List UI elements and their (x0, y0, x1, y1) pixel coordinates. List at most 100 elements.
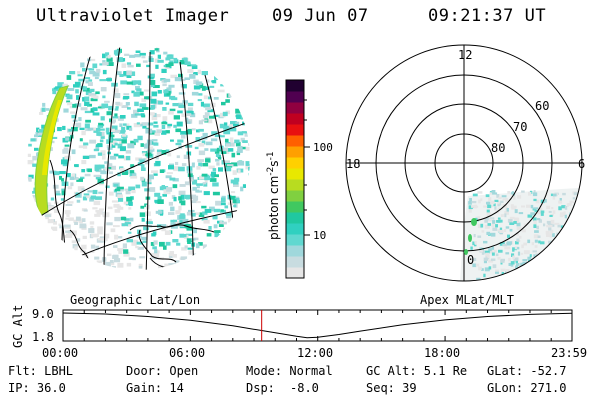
emission-pixel (132, 239, 139, 243)
emission-pixel (227, 164, 234, 167)
apex-panel-label: Apex MLat/MLT (420, 293, 514, 307)
emission-pixel (184, 245, 188, 249)
emission-pixel (242, 184, 246, 188)
emission-pixel (199, 83, 204, 89)
colorbar-swatch (286, 113, 304, 125)
emission-pixel (114, 142, 118, 146)
polar-emission-pixel (517, 251, 521, 256)
polar-emission-pixel (501, 272, 505, 276)
emission-pixel (117, 206, 124, 210)
emission-pixel (216, 162, 220, 166)
emission-pixel (70, 111, 76, 114)
polar-emission-pixel (552, 193, 557, 197)
emission-pixel (106, 62, 114, 66)
polar-emission-pixel (527, 250, 530, 254)
emission-pixel (195, 137, 201, 142)
polar-emission-pixel (562, 245, 567, 248)
emission-pixel (186, 196, 190, 200)
emission-pixel (130, 71, 136, 76)
emission-pixel (108, 191, 114, 196)
emission-pixel (57, 127, 62, 132)
polar-emission-pixel (537, 207, 543, 211)
emission-pixel (82, 155, 90, 159)
polar-emission-pixel (518, 212, 524, 215)
polar-emission-pixel (469, 198, 472, 202)
emission-pixel (187, 247, 193, 250)
emission-pixel (187, 110, 194, 115)
emission-pixel (151, 139, 158, 142)
polar-emission-pixel (571, 246, 577, 250)
emission-pixel (52, 184, 59, 189)
emission-pixel (114, 93, 121, 98)
emission-pixel (191, 212, 196, 217)
polar-emission-pixel (485, 217, 489, 221)
polar-emission-pixel (488, 197, 492, 202)
dsp-value: -8.0 (290, 381, 319, 395)
colorbar-swatch (286, 80, 304, 92)
emission-pixel (201, 119, 208, 122)
emission-pixel (98, 164, 105, 169)
emission-pixel (220, 112, 226, 118)
emission-pixel (83, 209, 88, 212)
emission-pixel (143, 226, 149, 231)
polar-emission-pixel (486, 201, 490, 205)
polar-emission-pixel (490, 258, 496, 261)
emission-pixel (42, 102, 46, 107)
mlt-label-18: 18 (346, 157, 360, 171)
emission-pixel (153, 100, 160, 105)
emission-pixel (141, 164, 145, 169)
emission-pixel (209, 206, 215, 212)
emission-pixel (123, 251, 130, 257)
polar-emission-pixel (471, 201, 477, 204)
polar-emission-pixel (551, 252, 556, 255)
emission-pixel (84, 173, 91, 177)
emission-pixel (95, 144, 103, 148)
emission-pixel (202, 163, 209, 167)
polar-emission-pixel (500, 261, 503, 265)
emission-pixel (167, 126, 171, 129)
polar-emission-pixel (511, 205, 517, 209)
emission-pixel (114, 108, 119, 111)
emission-pixel (207, 96, 212, 100)
emission-pixel (84, 77, 91, 80)
polar-emission-pixel (579, 244, 582, 248)
emission-pixel (112, 88, 119, 93)
emission-pixel (109, 260, 114, 264)
emission-pixel (100, 150, 106, 154)
polar-emission-pixel (484, 267, 490, 272)
emission-pixel (167, 152, 172, 157)
polar-emission-pixel (538, 282, 541, 285)
emission-pixel (202, 244, 207, 249)
emission-pixel (161, 121, 168, 125)
emission-pixel (105, 52, 110, 57)
emission-pixel (214, 149, 220, 154)
polar-emission-pixel (497, 200, 500, 205)
emission-pixel (124, 53, 130, 56)
geographic-image-panel (26, 46, 250, 270)
polar-emission-pixel (483, 257, 488, 261)
polar-emission-pixel (481, 268, 484, 271)
timeline-xtick-0600: 06:00 (169, 346, 205, 360)
emission-pixel (115, 138, 122, 142)
emission-pixel (105, 166, 109, 171)
emission-pixel (198, 162, 203, 167)
emission-pixel (170, 222, 176, 226)
polar-mlt-panel: 12 18 6 0 60 70 80 (345, 44, 585, 285)
emission-pixel (222, 147, 229, 152)
emission-pixel (62, 83, 68, 88)
polar-emission-pixel (483, 260, 487, 264)
polar-emission-pixel (552, 252, 558, 257)
colorbar-swatch (286, 168, 304, 180)
polar-emission-pixel (523, 242, 527, 246)
emission-pixel (162, 193, 167, 197)
emission-pixel (92, 112, 100, 116)
emission-pixel (79, 138, 83, 142)
polar-emission-pixel (518, 235, 522, 239)
emission-pixel (198, 150, 206, 156)
emission-pixel (163, 78, 167, 83)
polar-emission-pixel (535, 199, 540, 204)
emission-pixel (54, 90, 60, 95)
polar-emission-pixel (513, 217, 519, 222)
emission-pixel (150, 252, 157, 258)
polar-emission-pixel (552, 210, 556, 214)
